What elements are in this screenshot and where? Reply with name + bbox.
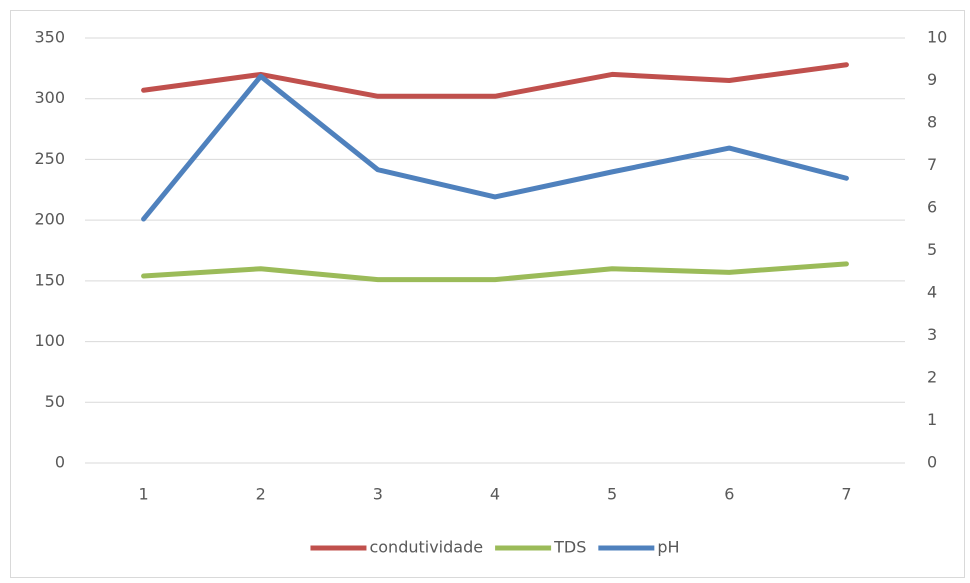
- chart-frame: [10, 10, 965, 578]
- y-tick-label: 0: [55, 453, 65, 472]
- y2-tick-label: 4: [927, 283, 937, 302]
- legend-label: pH: [657, 538, 679, 557]
- y-tick-label: 250: [34, 149, 65, 168]
- x-tick-label: 4: [490, 485, 500, 504]
- series-line: [141, 73, 849, 222]
- y-tick-label: 50: [45, 392, 65, 411]
- y-tick-label: 350: [34, 28, 65, 47]
- y2-tick-label: 7: [927, 155, 937, 174]
- y2-tick-label: 6: [927, 198, 937, 217]
- x-tick-label: 2: [256, 485, 266, 504]
- y-tick-label: 150: [34, 270, 65, 289]
- y2-tick-label: 8: [927, 113, 937, 132]
- y2-tick-label: 3: [927, 325, 937, 344]
- x-tick-label: 3: [373, 485, 383, 504]
- y2-tick-label: 1: [927, 410, 937, 429]
- x-tick-label: 5: [607, 485, 617, 504]
- series-line: [141, 261, 849, 283]
- x-tick-label: 1: [138, 485, 148, 504]
- y-tick-label: 100: [34, 331, 65, 350]
- y2-tick-label: 5: [927, 240, 937, 259]
- y2-tick-label: 2: [927, 368, 937, 387]
- x-tick-label: 7: [841, 485, 851, 504]
- legend-label: condutividade: [369, 538, 483, 557]
- y2-tick-label: 0: [927, 453, 937, 472]
- y2-tick-label: 10: [927, 28, 947, 47]
- y2-tick-label: 9: [927, 70, 937, 89]
- y-tick-label: 300: [34, 88, 65, 107]
- y-tick-label: 200: [34, 210, 65, 229]
- legend-label: TDS: [553, 538, 586, 557]
- x-tick-label: 6: [724, 485, 734, 504]
